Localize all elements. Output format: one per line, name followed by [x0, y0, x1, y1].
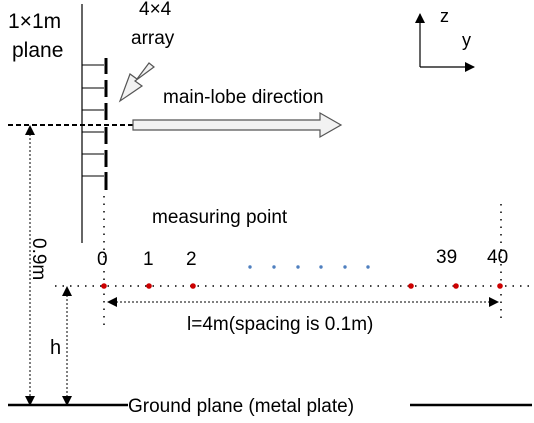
height-total-label: 0.9m [28, 238, 49, 280]
point-index-0: 0 [97, 249, 108, 270]
axis-z-label: z [440, 6, 449, 26]
measuring-point-39 [453, 283, 459, 289]
point-index-40: 40 [487, 247, 508, 268]
main-lobe-label: main-lobe direction [163, 87, 324, 108]
ellipsis-dots [248, 265, 370, 269]
axis-indicator [415, 13, 475, 72]
distance-label: l=4m(spacing is 0.1m) [187, 314, 373, 335]
array-label-line1: 4×4 [139, 0, 172, 20]
point-index-39: 39 [436, 247, 457, 268]
point-index-2: 2 [186, 249, 197, 270]
measuring-point-label: measuring point [152, 207, 288, 228]
axis-y-label: y [462, 30, 471, 50]
measuring-point-40 [497, 283, 503, 289]
measuring-point-0 [101, 283, 107, 289]
main-lobe-arrow [132, 111, 343, 139]
measuring-points [101, 283, 503, 289]
ground-label: Ground plane (metal plate) [128, 396, 354, 417]
point-index-1: 1 [143, 249, 154, 270]
plane-label-line1: 1×1m [8, 10, 61, 33]
array-pointer-arrow [118, 62, 155, 103]
plane-label-line2: plane [12, 39, 63, 62]
measuring-point-2 [190, 283, 196, 289]
measuring-point-38 [408, 283, 414, 289]
array-label-line2: array [131, 28, 175, 49]
height-h-label: h [50, 337, 61, 359]
plane-structure [81, 4, 104, 243]
measuring-point-1 [146, 283, 152, 289]
